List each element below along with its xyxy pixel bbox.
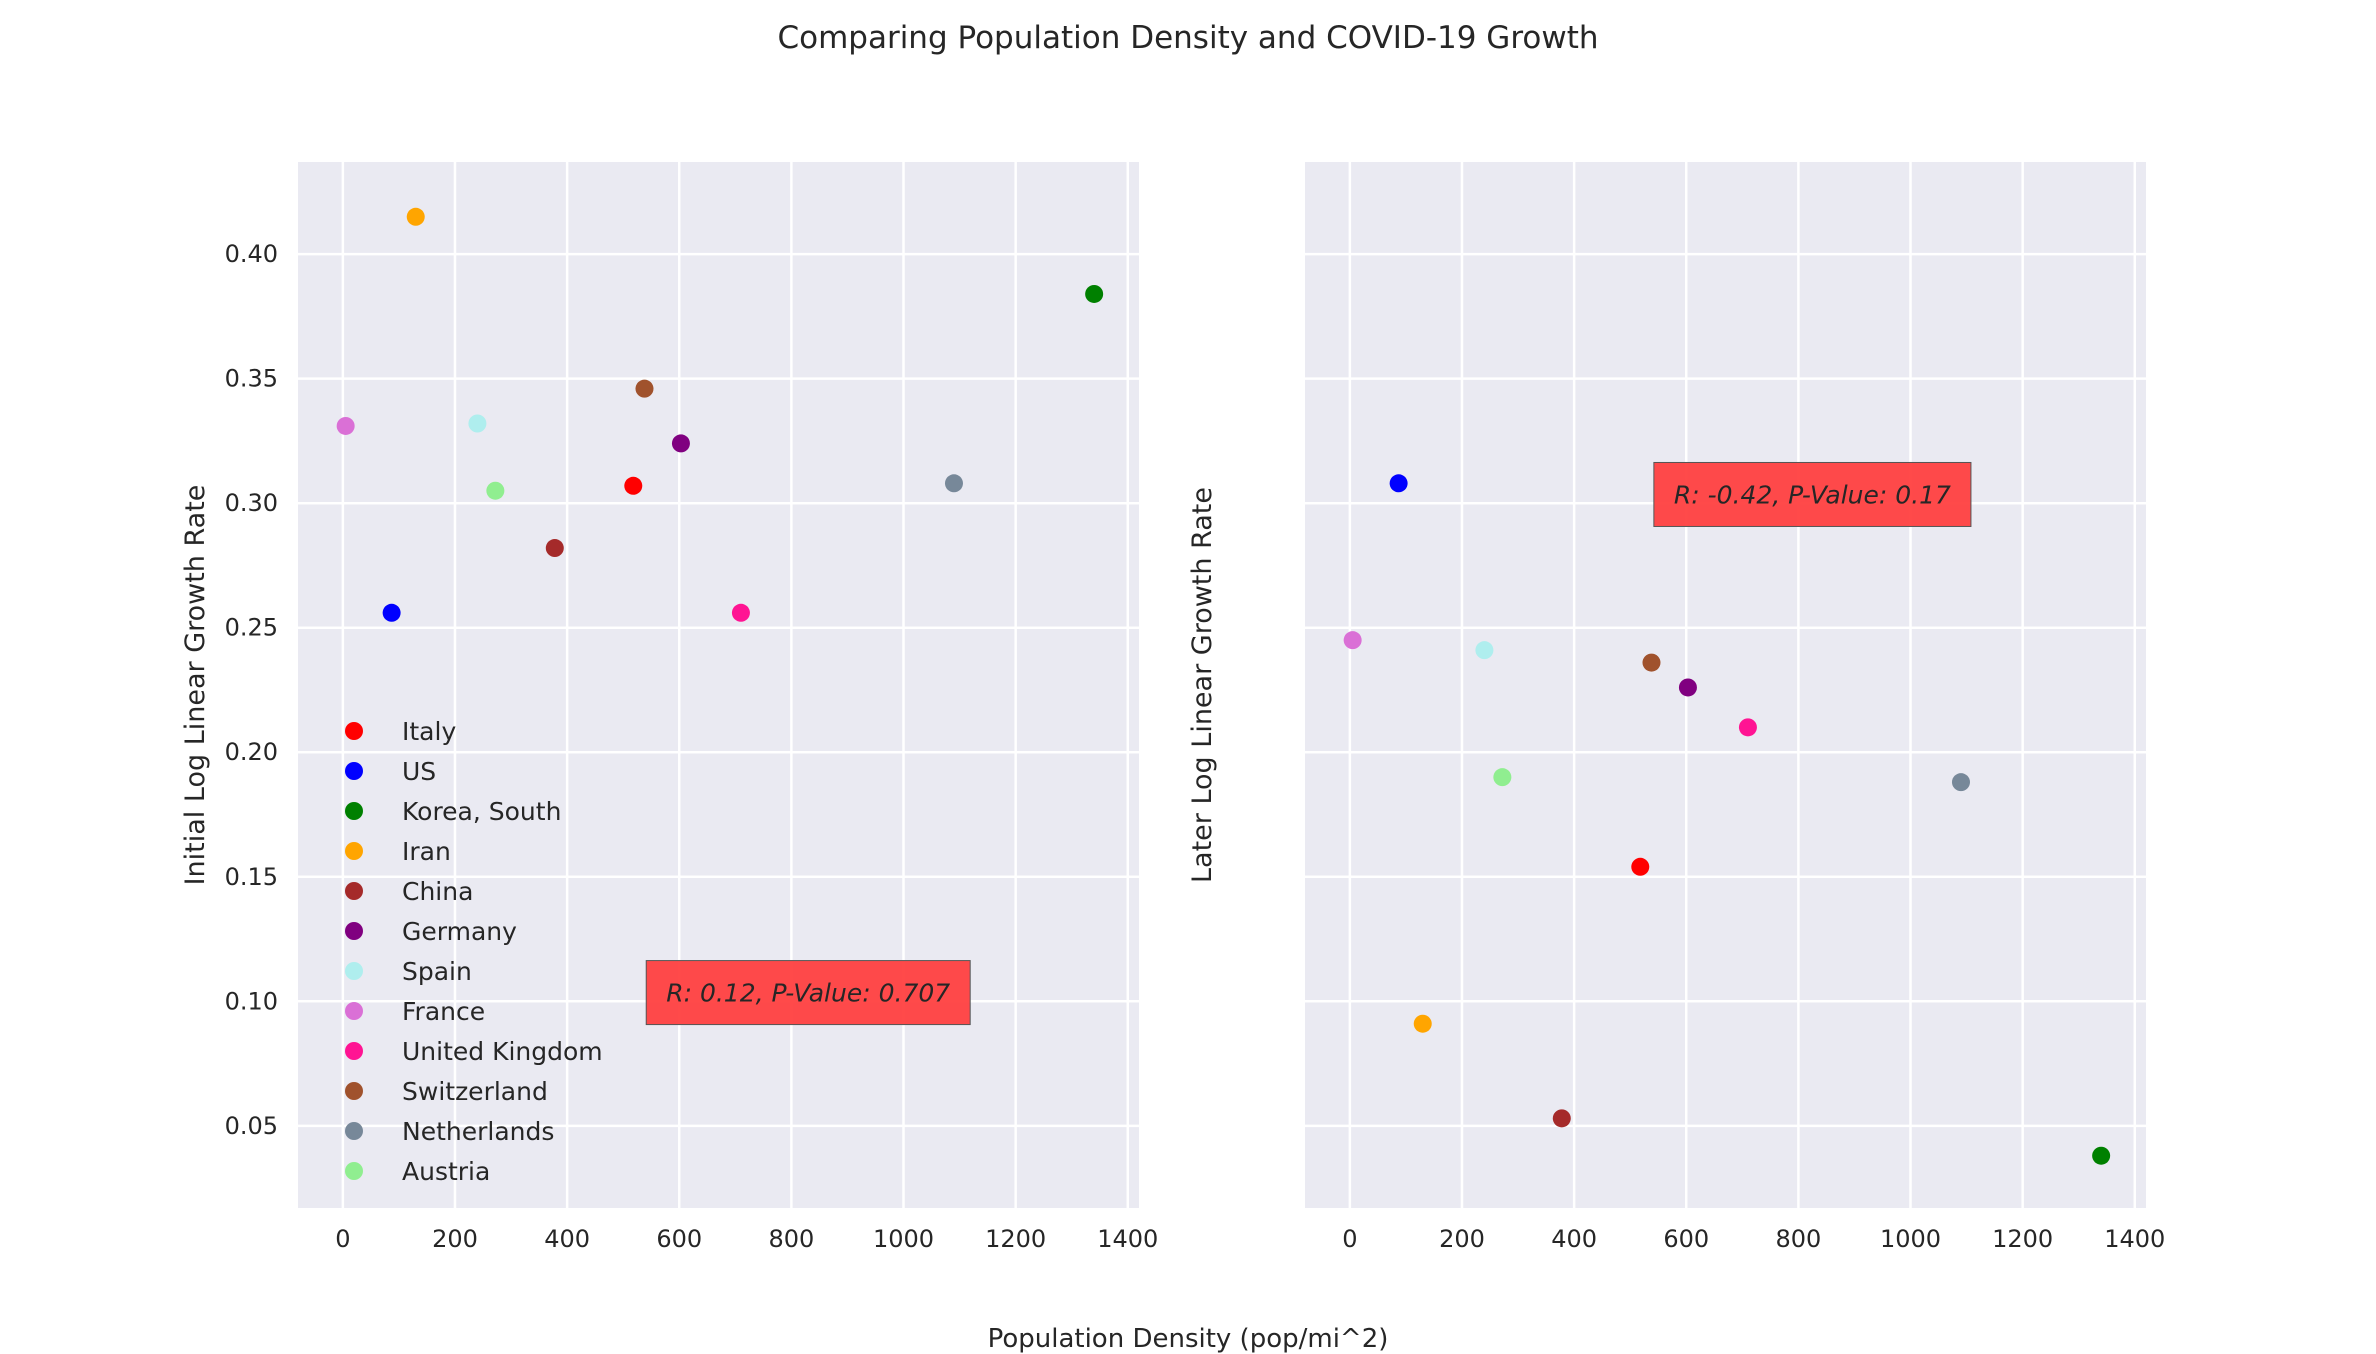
x-tick-label: 800 — [1775, 1225, 1821, 1253]
legend-label: Austria — [402, 1157, 490, 1186]
data-point-korea-south — [2092, 1146, 2111, 1165]
x-tick-label: 1000 — [1880, 1225, 1941, 1253]
data-point-switzerland — [635, 379, 654, 398]
legend-label: China — [402, 877, 473, 906]
data-point-germany — [671, 434, 690, 453]
y-tick-label: 0.30 — [225, 489, 278, 517]
data-point-china — [545, 539, 564, 558]
legend-marker — [345, 1042, 363, 1060]
x-tick-label: 400 — [544, 1225, 590, 1253]
data-point-austria — [486, 481, 505, 500]
legend-label: Italy — [402, 717, 456, 746]
data-point-italy — [1631, 857, 1650, 876]
figure-title: Comparing Population Density and COVID-1… — [777, 20, 1598, 56]
left-scatter-panel: 0 200 400 600 800 1000 1200 1400 0.05 0.10 0.15 0.2… — [180, 162, 1158, 1253]
correlation-annotation: R: -0.42, P-Value: 0.17 — [1653, 461, 1972, 527]
legend-label: Spain — [402, 957, 472, 986]
data-point-united-kingdom — [1738, 718, 1757, 737]
data-point-germany — [1678, 678, 1697, 697]
data-point-netherlands — [1951, 773, 1970, 792]
data-point-spain — [468, 414, 487, 433]
data-point-netherlands — [944, 474, 963, 493]
y-tick-label: 0.15 — [225, 863, 278, 891]
data-point-italy — [624, 476, 643, 495]
data-point-korea-south — [1085, 284, 1104, 303]
right-scatter-panel: 0 200 400 600 800 1000 1200 1400 Later Log Linea… — [1187, 162, 2165, 1253]
x-tick-label: 0 — [1342, 1225, 1357, 1253]
legend-marker — [345, 802, 363, 820]
legend-marker — [345, 1002, 363, 1020]
y-tick-label: 0.35 — [225, 365, 278, 393]
x-tick-label: 1400 — [2104, 1225, 2165, 1253]
plot-area — [1305, 162, 2146, 1208]
legend-label: Korea, South — [402, 797, 561, 826]
x-tick-label: 1000 — [873, 1225, 934, 1253]
data-point-switzerland — [1642, 653, 1661, 672]
x-tick-label: 800 — [768, 1225, 814, 1253]
x-tick-label: 1200 — [1992, 1225, 2053, 1253]
x-tick-label: 1200 — [985, 1225, 1046, 1253]
data-point-us — [382, 603, 401, 622]
y-tick-label: 0.25 — [225, 614, 278, 642]
y-tick-label: 0.10 — [225, 987, 278, 1015]
data-point-france — [336, 416, 355, 435]
data-point-iran — [1413, 1014, 1432, 1033]
figure-x-axis-label: Population Density (pop/mi^2) — [988, 1324, 1389, 1354]
data-point-us — [1389, 474, 1408, 493]
annotation-text: R: -0.42, P-Value: 0.17 — [1674, 480, 1951, 509]
legend-marker — [345, 762, 363, 780]
legend-label: US — [402, 757, 436, 786]
legend-label: Netherlands — [402, 1117, 554, 1146]
annotation-box — [1653, 461, 1972, 527]
legend-marker — [345, 882, 363, 900]
x-tick-label: 200 — [1439, 1225, 1485, 1253]
data-point-china — [1552, 1109, 1571, 1128]
legend-marker — [345, 722, 363, 740]
data-point-united-kingdom — [731, 603, 750, 622]
legend-marker — [345, 922, 363, 940]
x-tick-label: 200 — [432, 1225, 478, 1253]
data-point-austria — [1493, 768, 1512, 787]
legend-marker — [345, 842, 363, 860]
legend-label: Switzerland — [402, 1077, 548, 1106]
data-point-iran — [406, 207, 425, 226]
legend-marker — [345, 1122, 363, 1140]
legend-label: Germany — [402, 917, 517, 946]
x-tick-label: 400 — [1551, 1225, 1597, 1253]
x-tick-label: 1400 — [1097, 1225, 1158, 1253]
x-tick-label: 600 — [656, 1225, 702, 1253]
y-axis-label: Initial Log Linear Growth Rate — [180, 485, 211, 886]
legend-label: United Kingdom — [402, 1037, 603, 1066]
y-tick-label: 0.05 — [225, 1112, 278, 1140]
y-tick-label: 0.20 — [225, 738, 278, 766]
x-tick-label: 600 — [1663, 1225, 1709, 1253]
data-point-spain — [1475, 641, 1494, 660]
legend: Italy US Korea, South Iran China Germany Spain… — [345, 717, 603, 1186]
annotation-box — [645, 960, 971, 1026]
plot-area — [298, 162, 1139, 1208]
legend-label: France — [402, 997, 485, 1026]
y-tick-label: 0.40 — [225, 240, 278, 268]
y-axis-label: Later Log Linear Growth Rate — [1187, 487, 1218, 883]
legend-label: Iran — [402, 837, 451, 866]
legend-marker — [345, 962, 363, 980]
legend-marker — [345, 1162, 363, 1180]
data-point-france — [1343, 631, 1362, 650]
legend-marker — [345, 1082, 363, 1100]
x-tick-label: 0 — [335, 1225, 350, 1253]
annotation-text: R: 0.12, P-Value: 0.707 — [666, 979, 950, 1008]
correlation-annotation: R: 0.12, P-Value: 0.707 — [645, 960, 971, 1026]
